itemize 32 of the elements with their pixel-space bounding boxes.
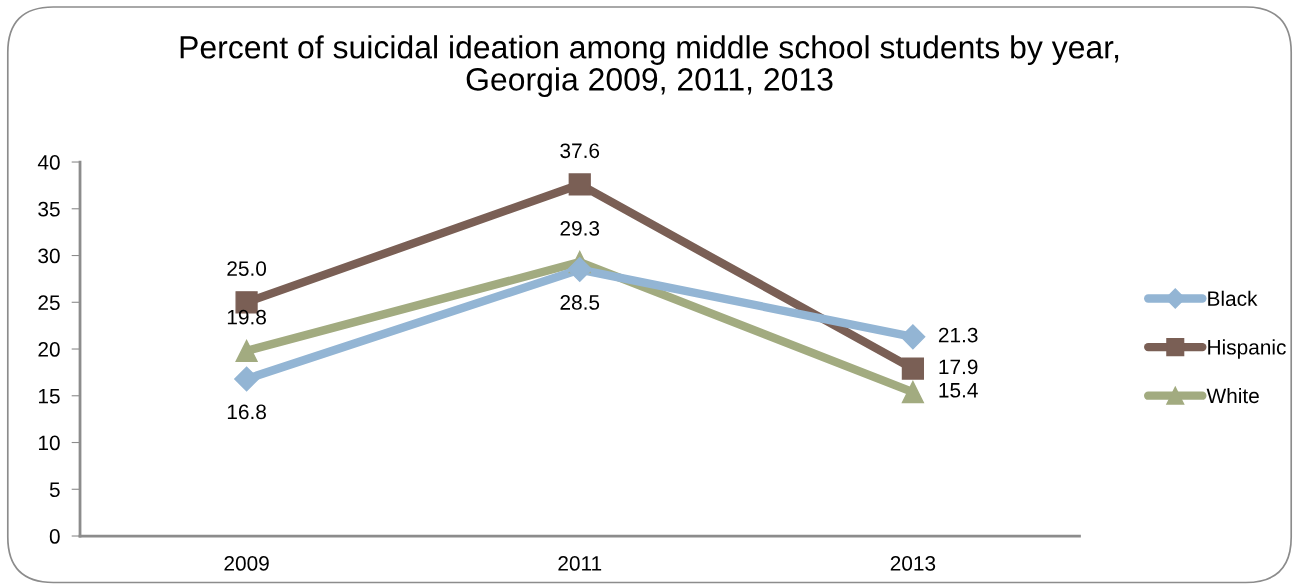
y-tick-label: 0 [49,529,60,544]
y-tick-label: 35 [38,201,60,217]
y-tick-label: 25 [38,295,60,311]
data-label: 25.0 [227,261,267,276]
data-label: 21.3 [938,327,978,343]
point [900,324,926,350]
point [235,339,258,363]
data-label: 16.8 [227,404,266,420]
y-tick-label: 20 [38,342,60,357]
y-tick-label: 15 [38,388,60,404]
data-label: 19.8 [227,309,266,325]
point [901,380,925,404]
point [567,257,593,283]
legend-label: White [1206,387,1259,404]
point [234,366,260,392]
point [901,357,925,380]
legend-label: Black [1208,290,1258,307]
y-tick-label: 5 [49,482,60,498]
data-label: 15.4 [939,383,978,398]
data-label: 37.6 [560,143,600,159]
data-label: 28.5 [560,295,600,310]
chart-title: Percent of suicidal ideation among middle school students by year, Georgia 2009, 2011, 2013 [180,35,1119,98]
data-label: 17.9 [939,359,978,375]
x-tick-label: 2009 [224,556,269,571]
point [568,173,591,196]
x-tick-label: 2013 [890,556,936,571]
x-tick-label: 2011 [558,556,602,571]
data-label: 29.3 [560,220,600,236]
y-tick-label: 10 [38,435,60,451]
legend-label: Hispanic [1208,339,1286,359]
y-tick-label: 40 [37,155,60,170]
y-tick-label: 30 [38,248,60,264]
